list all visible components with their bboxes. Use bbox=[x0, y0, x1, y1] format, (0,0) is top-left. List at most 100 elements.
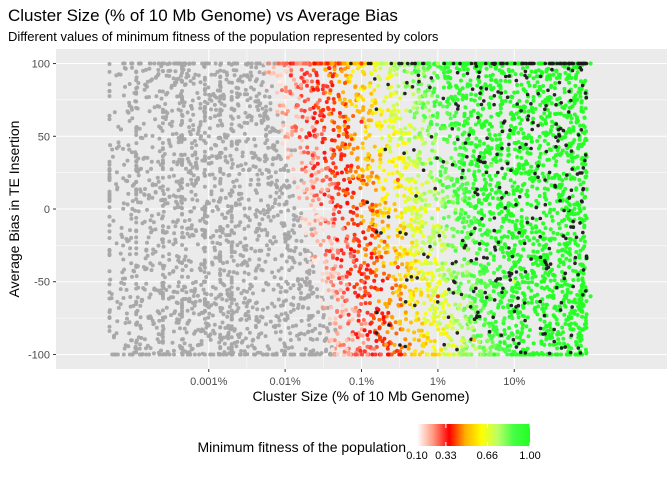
data-point bbox=[529, 135, 534, 140]
data-point bbox=[255, 182, 260, 187]
data-point bbox=[129, 150, 134, 155]
data-point bbox=[311, 156, 316, 161]
data-point bbox=[400, 327, 405, 332]
data-point bbox=[403, 160, 408, 165]
data-point bbox=[510, 68, 515, 73]
data-point bbox=[414, 314, 419, 319]
data-point bbox=[288, 352, 293, 357]
data-point bbox=[245, 115, 250, 119]
data-point bbox=[343, 66, 347, 71]
data-point bbox=[343, 119, 347, 124]
data-point bbox=[441, 267, 445, 272]
data-point bbox=[341, 61, 346, 66]
data-point bbox=[184, 330, 189, 335]
data-point bbox=[294, 323, 299, 328]
data-point bbox=[337, 111, 342, 115]
data-point bbox=[246, 224, 251, 229]
data-point bbox=[119, 225, 124, 230]
data-point bbox=[392, 157, 396, 161]
data-point bbox=[320, 140, 325, 145]
data-point bbox=[160, 69, 165, 74]
data-point bbox=[412, 127, 417, 131]
data-point bbox=[547, 287, 552, 292]
data-point bbox=[324, 336, 329, 341]
data-point bbox=[182, 152, 187, 157]
data-point bbox=[175, 61, 180, 66]
data-point bbox=[245, 62, 249, 67]
data-point bbox=[561, 336, 566, 341]
data-point bbox=[437, 273, 442, 278]
data-point bbox=[483, 317, 488, 322]
data-point bbox=[488, 251, 493, 256]
data-point bbox=[386, 310, 391, 315]
data-point bbox=[129, 105, 134, 110]
data-point bbox=[506, 253, 511, 258]
data-point bbox=[551, 72, 556, 77]
data-point bbox=[533, 106, 538, 111]
data-point bbox=[445, 110, 450, 115]
data-point bbox=[342, 153, 347, 158]
data-point bbox=[160, 128, 165, 133]
data-point bbox=[286, 230, 291, 235]
data-point bbox=[291, 283, 296, 288]
data-point bbox=[162, 152, 167, 156]
data-point bbox=[498, 158, 503, 163]
data-point bbox=[213, 114, 217, 119]
data-point bbox=[253, 143, 258, 148]
data-point bbox=[279, 266, 284, 271]
data-point bbox=[267, 95, 272, 99]
data-point bbox=[443, 261, 448, 266]
data-point bbox=[352, 221, 356, 226]
data-point bbox=[264, 243, 269, 248]
data-point bbox=[524, 274, 528, 279]
data-point bbox=[432, 178, 436, 183]
data-point bbox=[548, 278, 553, 283]
data-point bbox=[385, 243, 389, 248]
data-point bbox=[460, 97, 465, 102]
data-point bbox=[180, 243, 185, 247]
data-point bbox=[360, 333, 365, 338]
data-point bbox=[521, 166, 526, 171]
data-point bbox=[492, 270, 496, 275]
data-point bbox=[498, 110, 503, 115]
data-point bbox=[221, 352, 226, 357]
data-point bbox=[498, 95, 503, 100]
data-point bbox=[284, 199, 289, 204]
data-point bbox=[391, 103, 396, 108]
data-point bbox=[170, 340, 175, 345]
data-point bbox=[410, 298, 415, 302]
data-point bbox=[572, 155, 577, 160]
data-point bbox=[315, 287, 319, 292]
data-point bbox=[496, 305, 501, 310]
data-point bbox=[552, 207, 556, 212]
chart-title: Cluster Size (% of 10 Mb Genome) vs Aver… bbox=[8, 6, 398, 25]
data-point bbox=[147, 66, 152, 71]
data-point bbox=[260, 106, 265, 111]
data-point bbox=[272, 275, 277, 280]
data-point bbox=[299, 75, 304, 80]
data-point bbox=[463, 105, 468, 110]
data-point bbox=[356, 309, 361, 314]
data-point bbox=[573, 64, 578, 69]
data-point bbox=[390, 286, 395, 291]
data-point bbox=[451, 321, 456, 326]
data-point bbox=[473, 346, 478, 351]
data-point bbox=[352, 132, 357, 137]
data-point bbox=[209, 107, 213, 112]
data-point bbox=[353, 264, 358, 269]
data-point bbox=[125, 316, 129, 321]
data-point bbox=[226, 204, 230, 209]
data-point bbox=[331, 161, 336, 166]
data-point bbox=[579, 343, 583, 348]
data-point bbox=[418, 287, 423, 292]
data-point bbox=[311, 264, 315, 269]
data-point bbox=[189, 223, 194, 228]
data-point bbox=[268, 319, 273, 324]
data-point bbox=[376, 213, 381, 218]
data-point bbox=[357, 243, 362, 248]
data-point bbox=[222, 216, 227, 220]
data-point bbox=[579, 142, 584, 147]
data-point bbox=[345, 164, 350, 169]
data-point bbox=[287, 194, 292, 199]
data-point bbox=[531, 95, 536, 99]
